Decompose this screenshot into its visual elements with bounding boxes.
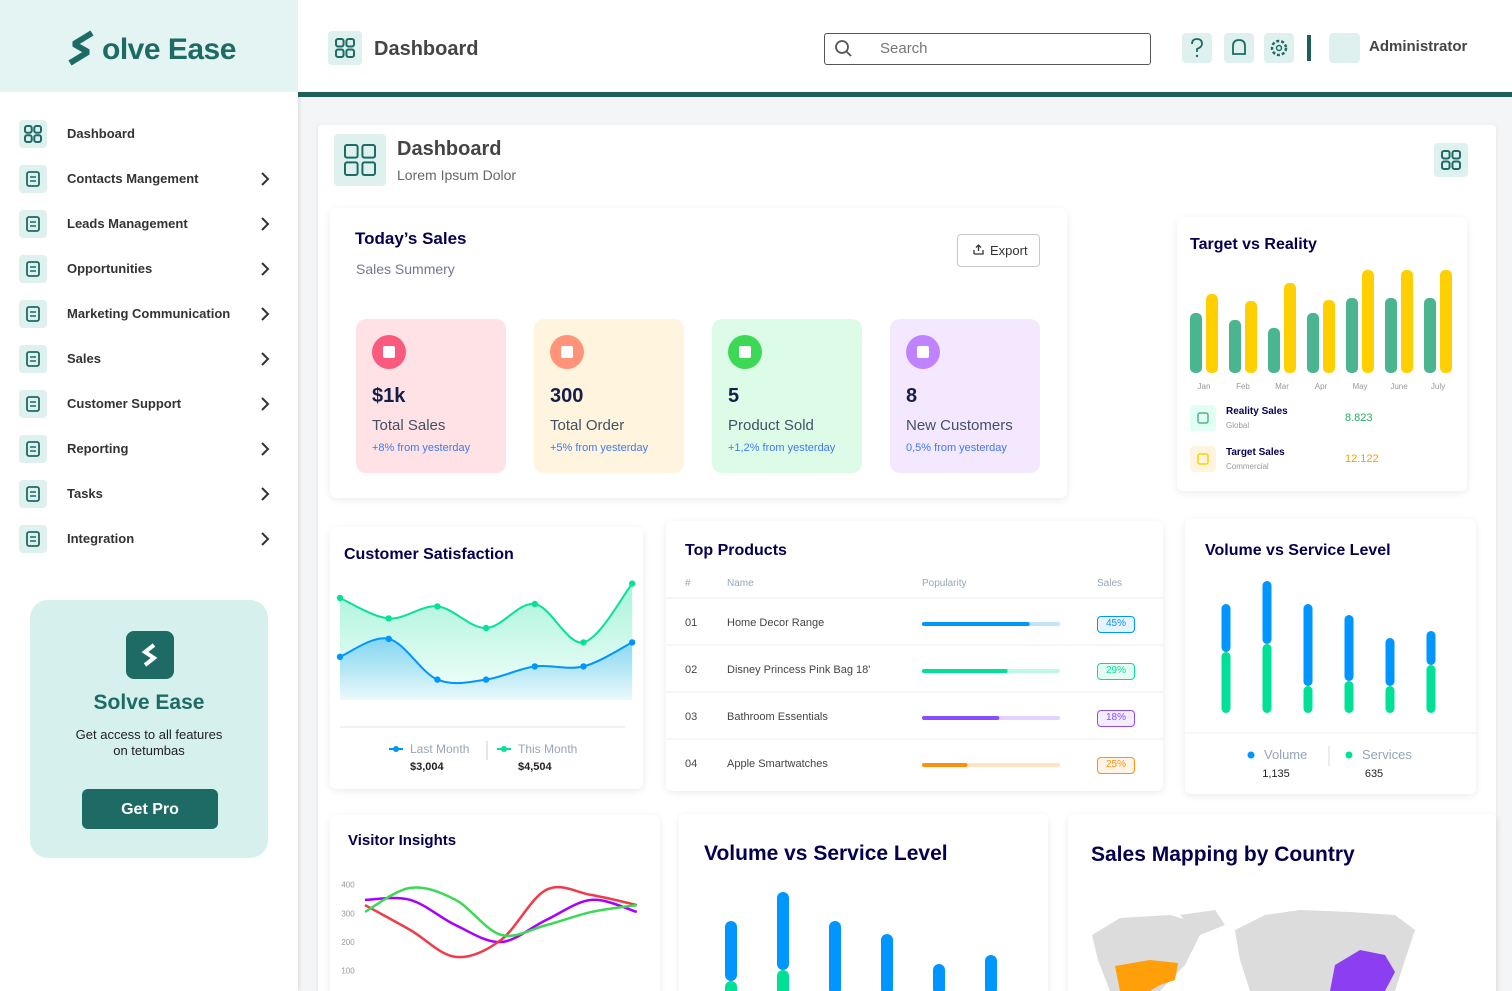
product-name: Apple Smartwatches [727, 758, 828, 771]
sales-label: 18% [1105, 712, 1127, 723]
legend-value: $4,504 [518, 761, 552, 774]
product-name: Home Decor Range [727, 617, 825, 630]
card-title: Visitor Insights [348, 832, 457, 849]
stat-label: New Customers [906, 417, 1013, 434]
card-title: Customer Satisfaction [344, 546, 514, 564]
topbar-border [298, 92, 1512, 97]
button-label[interactable]: Get Pro [121, 801, 179, 819]
stat-change: +8% from yesterday [372, 442, 471, 455]
nav-item[interactable]: Opportunities [67, 261, 153, 277]
legend-subtitle: Commercial [1226, 462, 1269, 472]
stat-label: Total Sales [372, 417, 446, 434]
search-box[interactable] [824, 33, 1151, 65]
nav-item[interactable]: Sales [67, 351, 101, 367]
topbar-title: Dashboard [374, 38, 479, 60]
promo-text: Get access to all features on tetumbas [75, 727, 223, 758]
card-title: Volume vs Service Level [1205, 542, 1391, 560]
stat-change: +5% from yesterday [550, 442, 649, 455]
card-title: Target vs Reality [1190, 236, 1317, 254]
card-title: Volume vs Service Level [704, 842, 948, 866]
nav-item[interactable]: Customer Support [67, 396, 182, 412]
stat-value: 5 [728, 385, 740, 407]
legend-label: Services [1362, 747, 1412, 763]
card-title: Today’s Sales [355, 228, 467, 248]
legend-value: $3,004 [410, 761, 444, 774]
stat-change: +1,2% from yesterday [728, 442, 836, 455]
export-button[interactable] [957, 234, 1040, 267]
sales-label: 25% [1105, 759, 1127, 770]
stat-value: 8 [906, 385, 918, 407]
user-name[interactable]: Administrator [1369, 38, 1468, 55]
card-title: Sales Mapping by Country [1091, 843, 1355, 867]
column-header: Name [727, 578, 754, 589]
sales-badge [1097, 616, 1135, 633]
header-subtitle: Lorem Ipsum Dolor [397, 166, 517, 183]
rank: 01 [685, 617, 698, 630]
stat-value: $1k [372, 385, 406, 407]
customer-satisfaction-card [330, 527, 643, 789]
card-subtitle: Sales Summery [356, 260, 455, 277]
legend-label: Last Month [410, 741, 470, 756]
stat-label: Product Sold [728, 417, 814, 434]
promo-title: Solve Ease [93, 691, 205, 715]
legend-label: This Month [518, 741, 578, 756]
get-pro-button[interactable] [82, 789, 218, 829]
sales-label: 45% [1105, 618, 1127, 629]
legend-value: 635 [1364, 768, 1384, 781]
nav-item[interactable]: Marketing Communication [67, 306, 231, 322]
stat-change: 0,5% from yesterday [906, 442, 1007, 455]
rank: 03 [685, 711, 698, 724]
card-title: Top Products [685, 542, 787, 560]
legend-label: Reality Sales [1226, 406, 1288, 417]
sales-badge [1097, 663, 1135, 680]
search-placeholder[interactable]: Search [880, 40, 928, 57]
product-name: Bathroom Essentials [727, 711, 828, 724]
nav-item[interactable]: Tasks [67, 486, 103, 502]
nav-item[interactable]: Integration [67, 531, 135, 547]
legend-subtitle: Global [1226, 421, 1250, 431]
legend-value: 12.122 [1345, 453, 1379, 466]
stat-value: 300 [550, 385, 584, 407]
stat-label: Total Order [550, 417, 625, 434]
legend-label: Target Sales [1226, 447, 1285, 458]
nav-item[interactable]: Dashboard [67, 126, 135, 142]
rank: 02 [685, 664, 698, 677]
sales-badge [1097, 757, 1135, 774]
product-name: Disney Princess Pink Bag 18' [727, 664, 871, 677]
top-products-card [666, 521, 1163, 791]
legend-value: 1,135 [1262, 768, 1290, 781]
export-label[interactable]: Export [990, 243, 1028, 259]
legend-label: Volume [1264, 747, 1308, 763]
sales-badge [1097, 710, 1135, 727]
column-header: # [685, 578, 691, 589]
sales-mapping-card [1068, 814, 1496, 991]
nav-item[interactable]: Reporting [67, 441, 129, 457]
column-header: Sales [1097, 578, 1123, 589]
column-header: Popularity [922, 578, 967, 589]
rank: 04 [685, 758, 698, 771]
sales-label: 29% [1105, 665, 1127, 676]
target-reality-card [1177, 217, 1467, 491]
avatar-initials[interactable]: YT [1336, 39, 1354, 56]
legend-value: 8.823 [1345, 412, 1373, 425]
header-title: Dashboard [397, 138, 502, 160]
logo-area [0, 0, 298, 92]
logo-text: olve Ease [102, 33, 236, 66]
nav-item[interactable]: Leads Management [67, 216, 188, 232]
nav-item[interactable]: Contacts Mangement [67, 171, 199, 187]
